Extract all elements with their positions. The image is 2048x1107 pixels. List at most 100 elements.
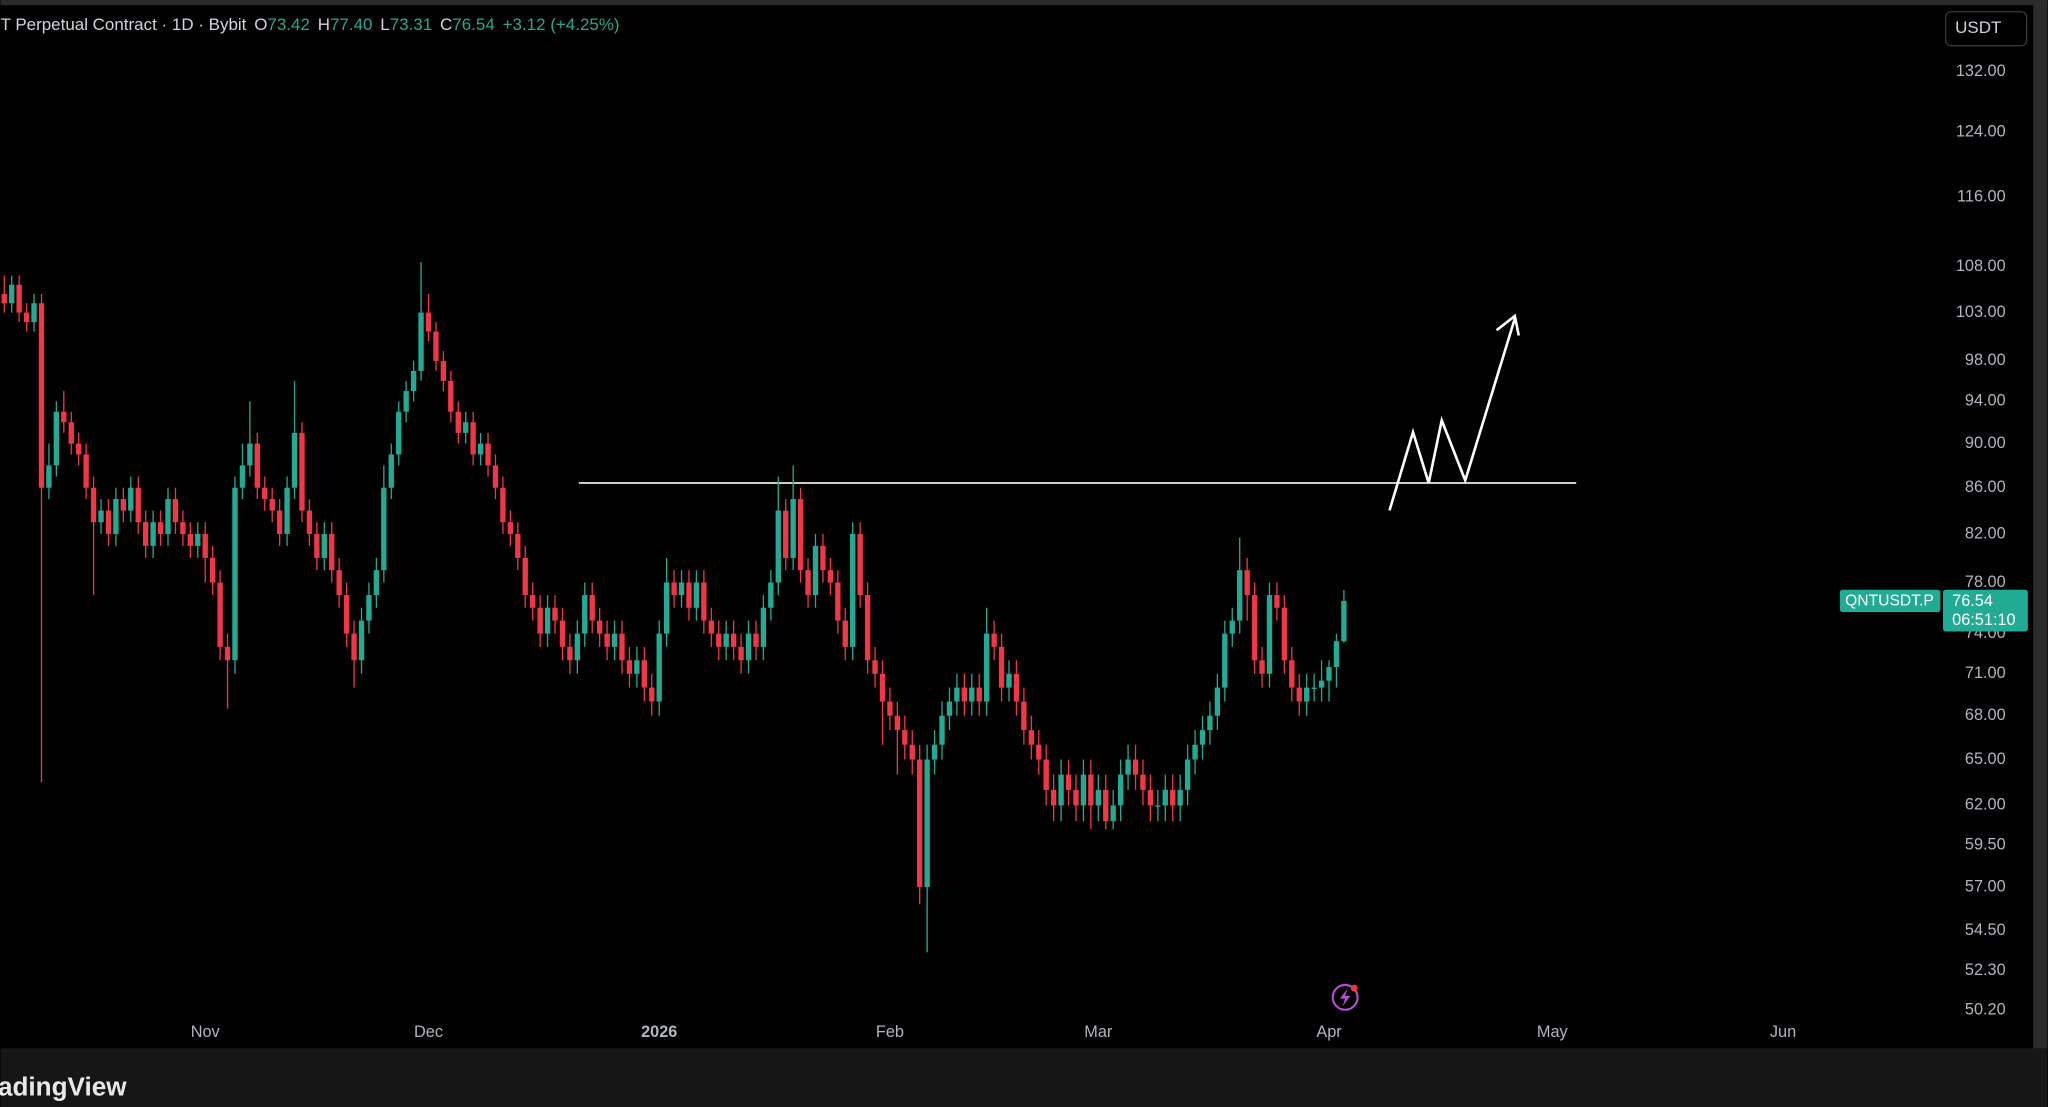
candle-body <box>1117 774 1124 806</box>
y-tick-label: 108.00 <box>1956 257 2006 275</box>
alert-bolt[interactable] <box>1339 988 1351 1007</box>
candle-body <box>1073 789 1079 806</box>
candle-body <box>1177 789 1183 806</box>
candle-body <box>1147 789 1154 806</box>
candle-body <box>559 620 566 647</box>
candle-body <box>946 701 953 716</box>
candle-body <box>1013 673 1020 702</box>
candle-body <box>820 545 826 571</box>
candle-body <box>708 620 714 634</box>
candle-body <box>448 380 454 412</box>
candle-body <box>381 487 387 571</box>
candle-body <box>686 582 692 608</box>
candle-body <box>83 454 89 488</box>
candle-body <box>142 522 149 546</box>
candle-body <box>1192 744 1198 760</box>
candle-body <box>195 533 201 546</box>
alert-icon[interactable] <box>1331 983 1359 1011</box>
top-border <box>0 0 2048 6</box>
legend-header: T Perpetual Contract · 1D · Bybit O73.42 H… <box>1 16 620 35</box>
price-tag-value: 76.54 <box>1952 592 1993 610</box>
symbol-tag-label: QNTUSDT.P <box>1845 593 1934 610</box>
candle-body <box>797 499 804 571</box>
candle-body <box>626 660 633 674</box>
candle-body <box>262 487 268 500</box>
candle-body <box>775 510 781 583</box>
footer-bar <box>0 1048 2048 1107</box>
symbol-tag <box>1839 589 1941 612</box>
candle-body <box>1088 774 1094 806</box>
candle-body <box>1281 607 1288 661</box>
candle-body <box>38 303 45 488</box>
currency-button-frame[interactable] <box>1944 11 2028 47</box>
currency-label[interactable]: USDT <box>1955 18 2001 37</box>
candle-body <box>1155 805 1161 807</box>
candle-body <box>455 411 461 433</box>
candle-body <box>723 633 729 647</box>
alert-dot[interactable] <box>1350 984 1358 992</box>
candle-body <box>1274 595 1280 608</box>
candle-body <box>730 633 737 647</box>
candle-body <box>842 620 848 647</box>
candle-body <box>976 687 982 702</box>
y-tick-label: 52.30 <box>1965 961 2006 979</box>
y-tick-label: 98.00 <box>1965 351 2006 369</box>
candle-body <box>105 510 112 534</box>
candle-body <box>961 687 968 702</box>
candle-body <box>760 607 767 647</box>
ohlc-value: 76.54 <box>452 16 494 35</box>
candle-body <box>582 595 588 634</box>
candle-body <box>917 759 923 888</box>
candle-body <box>530 595 536 608</box>
candle-body <box>954 687 960 702</box>
y-tick-label: 68.00 <box>1965 706 2006 724</box>
candle-body <box>1095 789 1101 806</box>
candle-body <box>98 510 104 523</box>
candle-body <box>1 293 7 304</box>
candle-body <box>53 411 60 466</box>
candle-body <box>247 443 253 466</box>
candle-body <box>366 595 372 621</box>
candle-body <box>1065 774 1072 790</box>
candle-body <box>284 487 290 534</box>
candle-body <box>1259 660 1265 674</box>
right-border <box>2033 0 2048 1107</box>
candle-body <box>388 454 394 488</box>
candle-body <box>1222 633 1228 688</box>
marks <box>1 262 1347 953</box>
candle-body <box>783 510 789 558</box>
candle-body <box>864 595 871 661</box>
candle-body <box>924 759 930 888</box>
candle-body <box>396 411 402 455</box>
candle-body <box>701 582 707 621</box>
ohlc-key: C <box>440 16 452 35</box>
candle-body <box>567 646 573 661</box>
candle-body <box>641 660 647 688</box>
candle-body <box>894 715 901 731</box>
candle-body <box>120 499 127 511</box>
candle-body <box>507 522 514 534</box>
candle-body <box>202 533 208 558</box>
candle-body <box>745 633 752 661</box>
candle-body <box>738 646 744 661</box>
y-tick-label: 103.00 <box>1956 303 2006 321</box>
candle-body <box>306 510 313 534</box>
alert-circle[interactable] <box>1331 983 1359 1011</box>
candle-body <box>611 633 618 647</box>
candle-body <box>269 499 275 511</box>
candle-body <box>1296 687 1302 702</box>
y-tick-label: 54.50 <box>1965 921 2006 939</box>
y-tick-label: 132.00 <box>1956 62 2006 80</box>
currency-button[interactable]: USDT <box>1944 11 2028 47</box>
candle-body <box>1170 789 1176 806</box>
candle-body <box>902 730 908 745</box>
y-tick-label: 124.00 <box>1956 123 2006 141</box>
candle-body <box>619 633 625 661</box>
candle-body <box>1318 680 1325 688</box>
candle-body <box>157 522 164 534</box>
x-tick-label: 2026 <box>641 1023 677 1041</box>
candle-body <box>1229 620 1235 634</box>
ohlc-value: 73.42 <box>267 16 309 35</box>
candle-body <box>693 582 700 608</box>
candle-body <box>9 284 15 304</box>
